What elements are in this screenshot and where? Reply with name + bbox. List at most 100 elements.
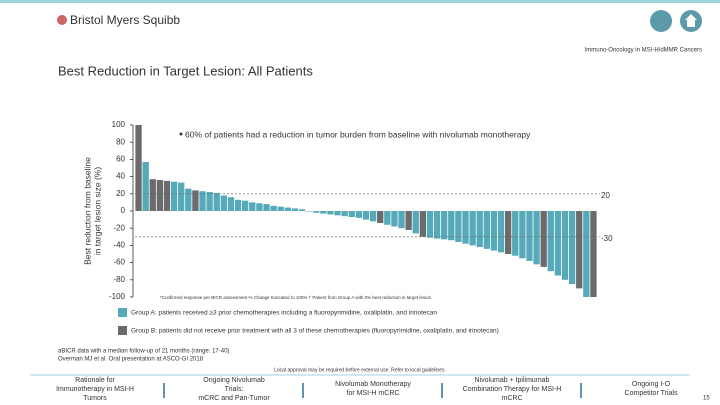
bar <box>220 195 227 211</box>
bar <box>320 211 327 214</box>
footnote: aBICR data with a median follow-up of 21… <box>58 349 229 355</box>
nav-tab[interactable]: mCRC and Pan-Tumor <box>198 395 270 402</box>
bar <box>185 188 192 211</box>
bar <box>334 211 341 216</box>
nav-tab[interactable]: Nivolumab Monotherapy <box>335 381 411 388</box>
nav-tab[interactable]: Ongoing I-O <box>632 381 671 388</box>
nav-tab[interactable]: Trials: <box>225 386 244 393</box>
y-tick-label: -20 <box>113 223 125 232</box>
bar <box>178 182 185 211</box>
nav-tab[interactable]: Immunotherapy in MSI-H <box>56 386 134 393</box>
bar <box>270 205 277 211</box>
bar <box>277 206 284 211</box>
bar <box>405 211 412 230</box>
legend-label: Group B: patients did not receive prior … <box>131 328 499 335</box>
bar <box>384 211 391 225</box>
bar <box>362 211 370 220</box>
bar <box>476 211 483 248</box>
y-axis-label: in target lesion size (%) <box>92 167 102 256</box>
bar <box>426 211 434 238</box>
bar <box>291 208 299 211</box>
bar <box>149 179 156 211</box>
annotation: 60% of patients had a reduction in tumor… <box>185 129 531 139</box>
y-axis-label: Best reduction from baseline <box>82 157 92 265</box>
slide-title: Best Reduction in Target Lesion: All Pat… <box>58 63 313 78</box>
legend-swatch <box>118 308 127 317</box>
bar <box>256 203 263 211</box>
nav-tab[interactable]: Competitor Trials <box>625 390 678 397</box>
bar <box>540 211 547 267</box>
bar <box>355 211 363 218</box>
y-tick-label: 80 <box>116 137 125 146</box>
legend-swatch <box>118 326 127 335</box>
bar <box>213 192 220 211</box>
bar <box>533 211 540 265</box>
bar <box>561 211 569 280</box>
bar <box>568 211 576 285</box>
bar <box>199 191 206 211</box>
nav-tab[interactable]: mCRC <box>502 395 523 402</box>
y-tick-label: -40 <box>113 241 125 250</box>
page-number: 15 <box>703 396 710 402</box>
y-tick-label: -100 <box>109 292 126 301</box>
bar <box>433 211 441 239</box>
bar <box>249 202 256 211</box>
legend-label: Group A: patients received ≥3 prior chem… <box>131 310 437 317</box>
nav-tab[interactable]: Tumors <box>83 395 107 402</box>
bar <box>583 211 590 297</box>
bar <box>469 211 476 246</box>
bar <box>412 211 419 234</box>
bar <box>441 211 448 240</box>
icon-button[interactable] <box>650 10 672 32</box>
bar <box>348 211 355 218</box>
bar <box>398 211 405 229</box>
nav-tab[interactable]: for MSI-H mCRC <box>347 390 400 397</box>
y-tick-label: -60 <box>113 258 125 267</box>
bar <box>227 197 235 211</box>
bar <box>483 211 490 249</box>
nav-tab[interactable]: Nivolumab + Ipilimumab <box>475 377 550 384</box>
y-tick-label: -80 <box>113 275 125 284</box>
home-icon <box>685 14 697 27</box>
top-bar <box>0 0 720 3</box>
footnote: Overman MJ et al. Oral presentation at A… <box>58 357 204 363</box>
bar <box>163 180 171 211</box>
bar <box>462 211 469 244</box>
disclaimer: Local approval may be required before ex… <box>274 367 446 373</box>
bar <box>512 211 519 256</box>
reference-label: 20 <box>601 191 610 200</box>
bar <box>505 211 512 254</box>
logo: Bristol Myers Squibb <box>70 13 180 27</box>
bar <box>242 200 249 211</box>
chart: -100 -80 -60 -40 -20 0 20 40 60 80 100 Best reducti… <box>82 120 613 335</box>
bar <box>305 211 313 212</box>
bar <box>284 207 291 211</box>
bar <box>341 211 348 217</box>
bar <box>419 211 427 237</box>
bar <box>170 181 178 211</box>
bar <box>327 211 334 215</box>
y-tick-label: 20 <box>116 189 125 198</box>
reference-label: -30 <box>601 234 613 243</box>
bar <box>206 192 213 211</box>
bar <box>455 211 462 242</box>
bullet <box>179 132 183 136</box>
bar <box>497 211 505 253</box>
bar <box>547 211 554 272</box>
bar <box>526 211 533 261</box>
logo-mark <box>57 15 67 25</box>
bar <box>448 211 455 241</box>
nav-tab[interactable]: Ongoing Nivolumab <box>203 377 265 384</box>
bar <box>313 211 320 213</box>
section-label: Immuno-Oncology in MSI-H/dMMR Cancers <box>585 48 702 54</box>
bar <box>590 211 597 297</box>
bar <box>192 190 199 211</box>
bar <box>377 211 384 224</box>
bar <box>490 211 498 251</box>
nav-tab[interactable]: Combination Therapy for MSI-H <box>463 386 562 393</box>
y-tick-label: 60 <box>116 155 125 164</box>
nav-tab[interactable]: Rationale for <box>75 377 115 384</box>
bar <box>298 209 306 211</box>
